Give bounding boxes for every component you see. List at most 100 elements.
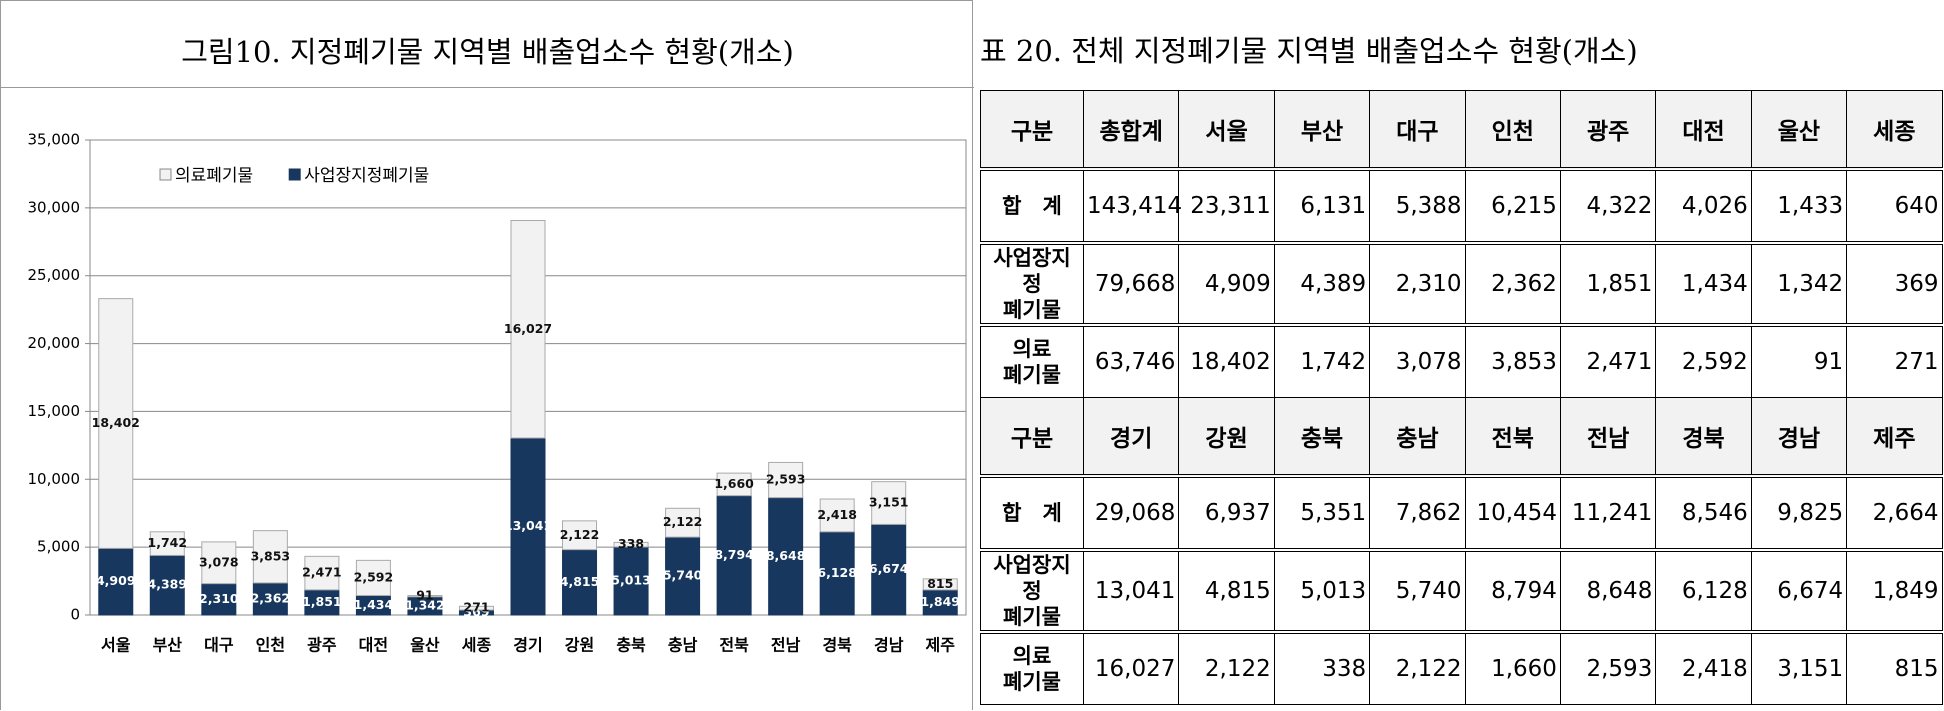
divider <box>1 87 974 88</box>
header-cell: 제주 <box>1846 397 1943 478</box>
data-cell: 7,862 <box>1369 475 1466 552</box>
data-cell: 2,418 <box>1655 631 1752 705</box>
data-label: 2,471 <box>302 565 342 580</box>
bar-segment <box>458 605 494 611</box>
data-cell: 6,215 <box>1464 168 1561 245</box>
data-cell: 1,851 <box>1559 242 1657 327</box>
table-row: 합 계 29,068 6,937 5,351 7,862 10,454 11,241 8,54… <box>980 475 1943 552</box>
header-cell: 경북 <box>1655 397 1752 478</box>
data-label: 1,849 <box>920 594 960 609</box>
data-cell: 2,122 <box>1369 631 1466 705</box>
x-tick-label: 전북 <box>719 636 749 655</box>
data-cell: 2,122 <box>1178 631 1275 705</box>
data-cell: 2,664 <box>1846 475 1943 552</box>
row-label: 합 계 <box>980 475 1084 552</box>
legend-label: 사업장지정폐기물 <box>304 166 429 186</box>
bar-segment <box>819 531 855 616</box>
bar-segment <box>665 507 701 538</box>
header-cell: 경기 <box>1082 397 1180 478</box>
legend-label: 의료폐기물 <box>175 166 253 186</box>
data-cell: 11,241 <box>1559 475 1657 552</box>
row-label: 합 계 <box>980 168 1084 245</box>
data-label: 18,402 <box>92 415 140 430</box>
data-cell: 3,853 <box>1464 324 1561 398</box>
data-cell: 29,068 <box>1082 475 1180 552</box>
header-cell: 충남 <box>1369 397 1466 478</box>
bar-segment <box>252 582 288 616</box>
table-row: 구분 경기 강원 충북 충남 전북 전남 경북 경남 제주 <box>980 397 1943 478</box>
data-cell: 1,849 <box>1846 549 1943 634</box>
data-cell: 6,937 <box>1178 475 1275 552</box>
table-row: 사업장지정 폐기물 79,668 4,909 4,389 2,310 2,362 1,851… <box>980 242 1943 327</box>
table-panel: 표 20. 전체 지정폐기물 지역별 배출업소수 현황(개소) 구분 총합계 서울 부… <box>974 0 1944 710</box>
y-tick-label: 30,000 <box>28 198 81 216</box>
data-cell: 5,351 <box>1273 475 1371 552</box>
data-cell: 63,746 <box>1082 324 1180 398</box>
x-tick-label: 대구 <box>204 636 234 655</box>
data-cell: 79,668 <box>1082 242 1180 327</box>
x-tick-label: 충북 <box>616 636 646 655</box>
data-label: 3,151 <box>869 495 909 510</box>
row-label: 사업장지정 폐기물 <box>980 242 1084 327</box>
data-cell: 2,362 <box>1464 242 1561 327</box>
header-cell: 광주 <box>1559 90 1657 171</box>
header-cell: 대전 <box>1655 90 1752 171</box>
bar-segment <box>355 559 391 597</box>
row-label: 의료 폐기물 <box>980 631 1084 705</box>
data-label: 1,851 <box>302 594 342 609</box>
table-row: 구분 총합계 서울 부산 대구 인천 광주 대전 울산 세종 <box>980 90 1943 171</box>
data-label: 1,742 <box>148 535 188 550</box>
data-cell: 1,433 <box>1750 168 1848 245</box>
data-label: 13,041 <box>504 518 552 533</box>
row-label: 사업장지정 폐기물 <box>980 549 1084 634</box>
x-tick-label: 대전 <box>359 636 388 655</box>
bar-segment <box>510 220 546 439</box>
data-label: 3,078 <box>199 554 239 569</box>
bar-segment <box>768 497 804 616</box>
data-cell: 13,041 <box>1082 549 1180 634</box>
y-tick-label: 0 <box>70 606 80 624</box>
data-label: 2,122 <box>560 527 600 542</box>
data-cell: 2,310 <box>1369 242 1466 327</box>
header-cell: 인천 <box>1464 90 1561 171</box>
data-cell: 8,648 <box>1559 549 1657 634</box>
x-tick-label: 인천 <box>256 636 285 655</box>
x-tick-label: 제주 <box>926 636 956 655</box>
legend-swatch <box>288 168 301 181</box>
bar-segment <box>562 520 598 551</box>
data-cell: 4,815 <box>1178 549 1275 634</box>
data-cell: 143,414 <box>1082 168 1182 245</box>
bar-segment <box>304 589 340 616</box>
row-label: 의료 폐기물 <box>980 324 1084 398</box>
y-tick-label: 5,000 <box>37 538 80 556</box>
header-cell: 경남 <box>1750 397 1848 478</box>
data-cell: 1,660 <box>1464 631 1561 705</box>
data-cell: 16,027 <box>1082 631 1180 705</box>
data-cell: 1,342 <box>1750 242 1848 327</box>
data-cell: 4,389 <box>1273 242 1371 327</box>
table-row: 합 계 143,414 23,311 6,131 5,388 6,215 4,322 4,02… <box>980 168 1943 245</box>
y-tick-label: 20,000 <box>28 334 81 352</box>
bar-segment <box>819 498 855 533</box>
data-cell: 369 <box>1846 242 1943 327</box>
data-cell: 6,131 <box>1273 168 1371 245</box>
data-cell: 6,128 <box>1655 549 1752 634</box>
header-cell: 서울 <box>1178 90 1275 171</box>
data-label: 6,674 <box>869 561 909 576</box>
bar-segment <box>201 541 237 585</box>
table-row: 사업장지정 폐기물 13,041 4,815 5,013 5,740 8,794 8,648… <box>980 549 1943 634</box>
chart-title: 그림10. 지정폐기물 지역별 배출업소수 현황(개소) <box>181 35 794 69</box>
data-label: 4,389 <box>148 577 188 592</box>
data-label: 1,434 <box>354 597 394 612</box>
bar-segment <box>922 578 958 591</box>
data-label: 4,909 <box>96 573 136 588</box>
data-cell: 640 <box>1846 168 1943 245</box>
y-tick-label: 35,000 <box>28 131 81 149</box>
data-label: 5,013 <box>611 572 651 587</box>
y-tick-label: 25,000 <box>28 266 81 284</box>
header-cell: 충북 <box>1273 397 1371 478</box>
data-label: 5,740 <box>663 568 703 583</box>
x-tick-label: 서울 <box>101 636 131 655</box>
x-tick-label: 세종 <box>462 636 492 655</box>
